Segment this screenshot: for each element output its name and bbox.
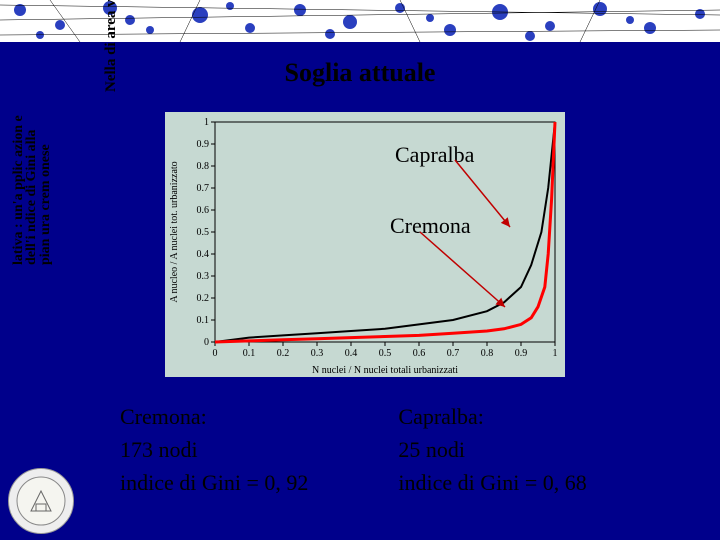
svg-text:0.9: 0.9 <box>515 348 528 359</box>
svg-text:0.5: 0.5 <box>379 348 392 359</box>
svg-text:1: 1 <box>204 117 209 128</box>
svg-text:0.3: 0.3 <box>197 271 210 282</box>
svg-text:A nucleo / A nuclei tot. urban: A nucleo / A nuclei tot. urbanizzato <box>169 161 180 302</box>
annot-cremona: Cremona <box>390 213 471 239</box>
stats-cremona: Cremona: 173 nodi indice di Gini = 0, 92 <box>120 400 308 499</box>
svg-text:0.8: 0.8 <box>197 161 210 172</box>
side-text-1: Nella di area vasta <box>105 0 119 92</box>
university-logo <box>8 468 74 534</box>
annot-capralba: Capralba <box>395 142 474 168</box>
stats-capralba: Capralba: 25 nodi indice di Gini = 0, 68 <box>398 400 586 499</box>
svg-text:0.9: 0.9 <box>197 139 210 150</box>
svg-text:0.6: 0.6 <box>413 348 426 359</box>
stats-capralba-label: Capralba: <box>398 400 586 433</box>
svg-text:0.6: 0.6 <box>197 205 210 216</box>
svg-text:0.4: 0.4 <box>197 249 210 260</box>
svg-text:0.2: 0.2 <box>277 348 290 359</box>
svg-text:0.1: 0.1 <box>197 315 210 326</box>
svg-text:0.4: 0.4 <box>345 348 358 359</box>
stats-capralba-nodes: 25 nodi <box>398 433 586 466</box>
svg-text:0.7: 0.7 <box>197 183 210 194</box>
lorenz-chart: 0 0.1 0.2 0.3 0.4 0.5 0.6 0.7 0.8 0.9 1 0 0.1 0.2 0.3 0… <box>165 112 565 377</box>
svg-text:0.8: 0.8 <box>481 348 494 359</box>
stats-cremona-gini: indice di Gini = 0, 92 <box>120 466 308 499</box>
stats-cremona-nodes: 173 nodi <box>120 433 308 466</box>
svg-text:N nuclei / N nuclei totali urb: N nuclei / N nuclei totali urbanizzati <box>312 365 458 376</box>
svg-text:1: 1 <box>553 348 558 359</box>
stats-block: Cremona: 173 nodi indice di Gini = 0, 92… <box>120 400 587 499</box>
svg-text:0.1: 0.1 <box>243 348 256 359</box>
side-text-2: lativa : un'a pplic azion e dell'i ndice… <box>12 105 52 265</box>
svg-text:0.3: 0.3 <box>311 348 324 359</box>
svg-text:0: 0 <box>204 337 209 348</box>
stats-cremona-label: Cremona: <box>120 400 308 433</box>
svg-text:0: 0 <box>213 348 218 359</box>
svg-text:0.5: 0.5 <box>197 227 210 238</box>
svg-text:0.7: 0.7 <box>447 348 460 359</box>
stats-capralba-gini: indice di Gini = 0, 68 <box>398 466 586 499</box>
svg-text:0.2: 0.2 <box>197 293 210 304</box>
